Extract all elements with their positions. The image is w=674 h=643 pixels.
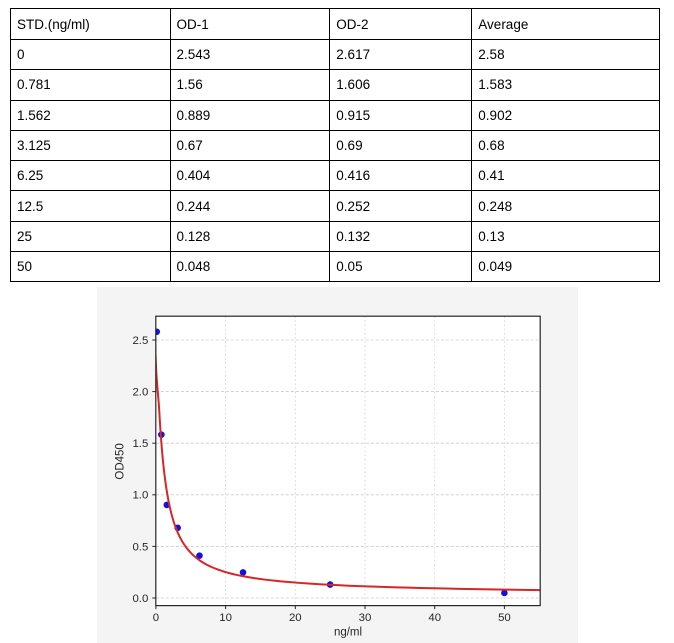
- svg-text:OD450: OD450: [114, 443, 126, 479]
- svg-text:0.5: 0.5: [132, 541, 148, 553]
- svg-text:40: 40: [428, 612, 441, 624]
- svg-text:30: 30: [359, 612, 372, 624]
- svg-text:50: 50: [498, 612, 511, 624]
- svg-text:1.0: 1.0: [132, 490, 148, 502]
- svg-text:2.0: 2.0: [132, 387, 148, 399]
- svg-text:2.5: 2.5: [132, 335, 148, 347]
- svg-text:ng/ml: ng/ml: [334, 627, 362, 639]
- svg-text:1.5: 1.5: [132, 438, 148, 450]
- svg-text:10: 10: [219, 612, 232, 624]
- svg-text:0.0: 0.0: [132, 593, 148, 605]
- svg-text:20: 20: [289, 612, 302, 624]
- svg-text:0: 0: [153, 612, 159, 624]
